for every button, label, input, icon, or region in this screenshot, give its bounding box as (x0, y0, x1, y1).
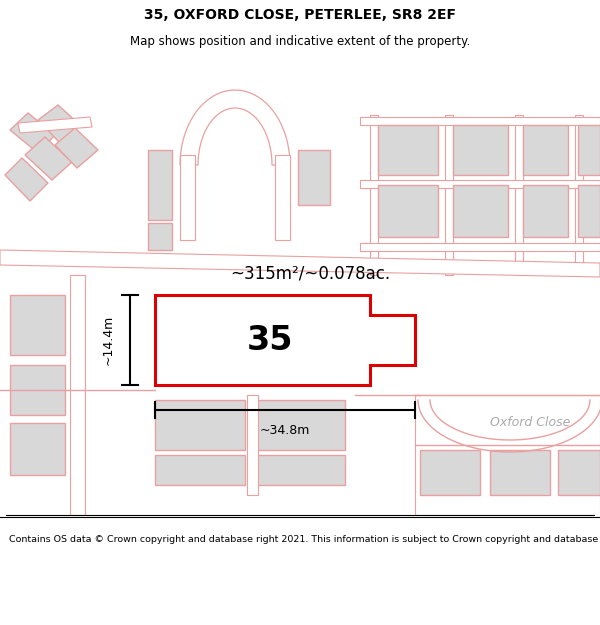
Polygon shape (275, 155, 290, 240)
Polygon shape (247, 395, 258, 495)
Polygon shape (10, 113, 55, 153)
Polygon shape (360, 180, 600, 188)
Polygon shape (155, 400, 245, 450)
Polygon shape (70, 275, 85, 515)
Polygon shape (453, 185, 508, 237)
Polygon shape (180, 155, 195, 240)
Polygon shape (578, 125, 600, 175)
Polygon shape (415, 395, 600, 515)
Polygon shape (360, 117, 600, 125)
Polygon shape (155, 295, 415, 385)
Polygon shape (255, 455, 345, 485)
Polygon shape (453, 125, 508, 175)
Polygon shape (255, 400, 345, 450)
Polygon shape (180, 90, 290, 165)
Text: ~34.8m: ~34.8m (260, 424, 310, 436)
Polygon shape (25, 137, 72, 180)
Text: Oxford Close: Oxford Close (490, 416, 570, 429)
Polygon shape (55, 128, 98, 168)
Polygon shape (420, 395, 600, 515)
Text: ~14.4m: ~14.4m (101, 315, 115, 365)
Text: Contains OS data © Crown copyright and database right 2021. This information is : Contains OS data © Crown copyright and d… (9, 535, 600, 544)
Polygon shape (360, 243, 600, 251)
Polygon shape (558, 450, 600, 495)
Polygon shape (378, 185, 438, 237)
Polygon shape (18, 117, 92, 133)
Polygon shape (523, 185, 568, 237)
Polygon shape (298, 150, 330, 205)
Polygon shape (575, 115, 583, 275)
Polygon shape (490, 450, 550, 495)
Polygon shape (10, 295, 65, 355)
Polygon shape (5, 158, 48, 201)
Text: 35, OXFORD CLOSE, PETERLEE, SR8 2EF: 35, OXFORD CLOSE, PETERLEE, SR8 2EF (144, 8, 456, 22)
Polygon shape (148, 223, 172, 250)
Polygon shape (10, 423, 65, 475)
Text: Map shows position and indicative extent of the property.: Map shows position and indicative extent… (130, 35, 470, 48)
Polygon shape (445, 115, 453, 275)
Polygon shape (10, 365, 65, 415)
Polygon shape (155, 455, 245, 485)
Polygon shape (578, 185, 600, 237)
Polygon shape (0, 250, 600, 277)
Polygon shape (420, 450, 480, 495)
Polygon shape (523, 125, 568, 175)
Polygon shape (38, 105, 80, 143)
Polygon shape (370, 115, 378, 275)
Polygon shape (378, 125, 438, 175)
Polygon shape (515, 115, 523, 275)
Polygon shape (148, 150, 172, 220)
Text: 35: 35 (247, 324, 293, 356)
Text: ~315m²/~0.078ac.: ~315m²/~0.078ac. (230, 264, 390, 282)
